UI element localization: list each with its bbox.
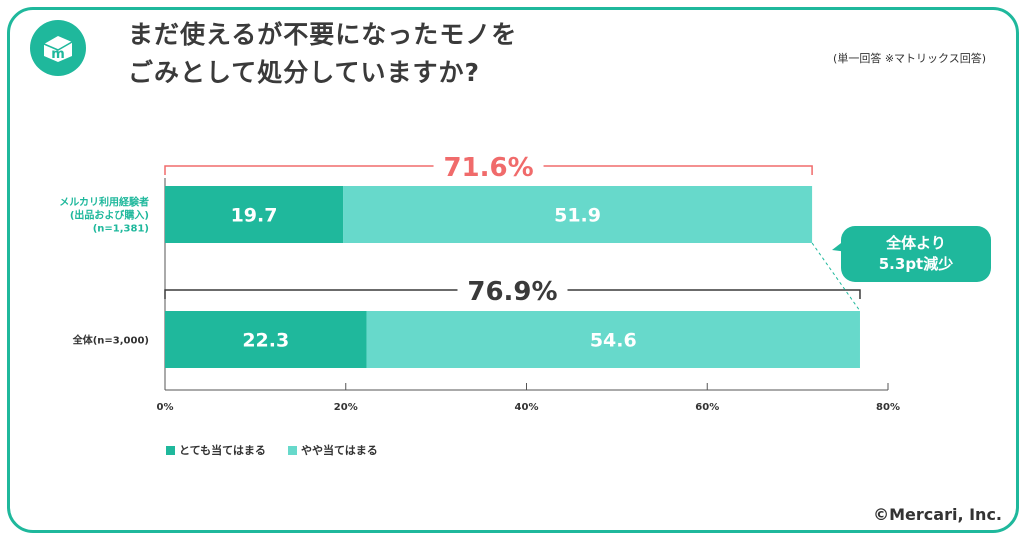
- bar-segment: [343, 186, 813, 243]
- difference-connector: [811, 242, 861, 312]
- x-tick-label: 0%: [157, 402, 174, 413]
- x-tick-label: 80%: [876, 402, 900, 413]
- copyright: ©Mercari, Inc.: [873, 505, 1002, 524]
- category-label: メルカリ利用経験者: [59, 196, 149, 209]
- answer-note: (単一回答 ※マトリックス回答): [833, 52, 986, 65]
- callout-badge: 全体より 5.3pt減少: [841, 226, 991, 282]
- callout-line-2: 5.3pt減少: [878, 255, 954, 273]
- svg-text:m: m: [51, 47, 65, 62]
- legend-item-strong: とても当てはまる: [166, 442, 266, 458]
- title-line-2: ごみとして処分していますか?: [128, 58, 481, 87]
- data-label: 51.9: [554, 205, 601, 227]
- category-label: (出品および購入): [70, 209, 149, 222]
- category-label: (n=1,381): [93, 224, 149, 235]
- data-label: 22.3: [242, 330, 289, 352]
- legend-label-somewhat: やや当てはまる: [301, 444, 378, 457]
- x-tick-label: 20%: [334, 402, 358, 413]
- total-bracket-left: [164, 289, 458, 299]
- total-label: 71.6%: [443, 153, 533, 183]
- page-title: まだ使えるが不要になったモノを ごみとして処分していますか?: [128, 16, 517, 92]
- title-line-1: まだ使えるが不要になったモノを: [128, 20, 518, 49]
- legend-item-somewhat: やや当てはまる: [288, 442, 378, 458]
- x-tick-label: 60%: [695, 402, 719, 413]
- total-bracket-right: [543, 165, 813, 175]
- x-tick-label: 40%: [515, 402, 539, 413]
- data-label: 19.7: [231, 205, 278, 227]
- legend-swatch-strong: [166, 445, 175, 455]
- bar-segment: [165, 186, 344, 243]
- mercari-logo-icon: m: [30, 20, 86, 76]
- category-label: 全体(n=3,000): [72, 334, 149, 347]
- legend-swatch-somewhat: [288, 445, 297, 455]
- callout-line-1: 全体より: [886, 234, 946, 252]
- bar-segment: [165, 311, 367, 368]
- total-bracket-right: [567, 289, 861, 299]
- total-label: 76.9%: [467, 277, 557, 307]
- total-bracket-left: [164, 165, 434, 175]
- legend-label-strong: とても当てはまる: [179, 444, 266, 457]
- bar-segment: [366, 311, 860, 368]
- data-label: 54.6: [590, 330, 637, 352]
